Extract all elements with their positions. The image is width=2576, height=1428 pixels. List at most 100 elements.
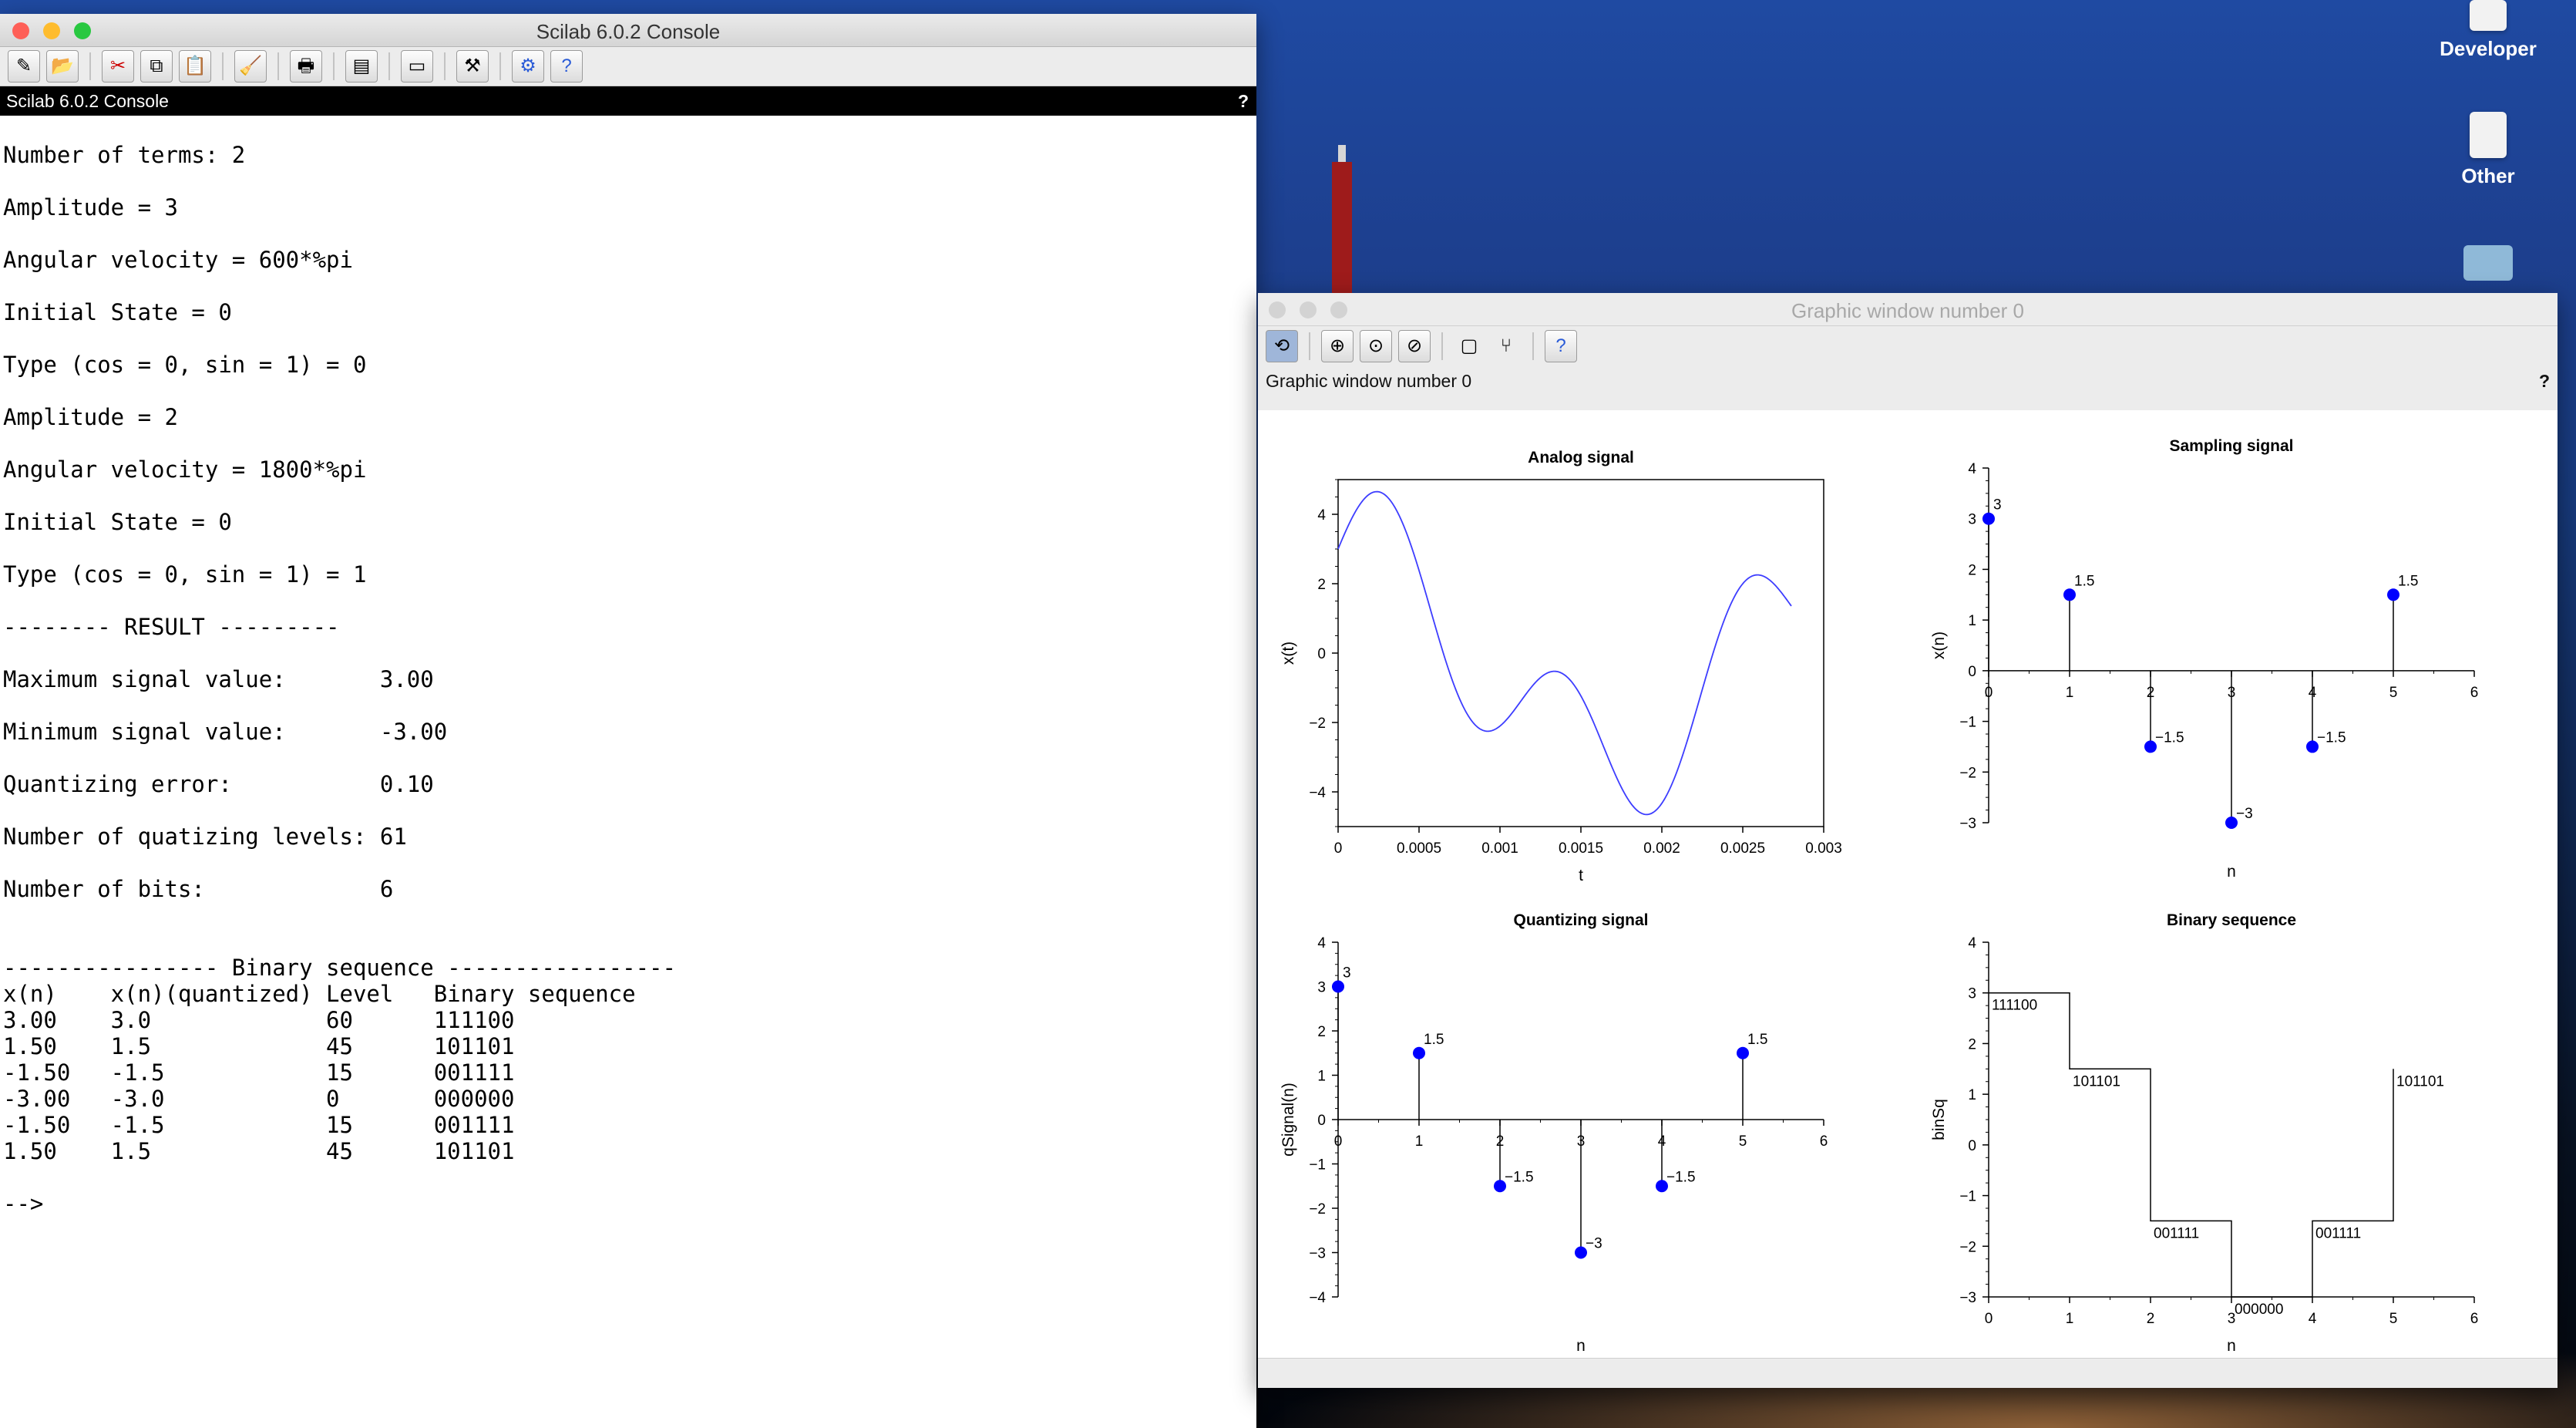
data-label: 3 bbox=[1993, 497, 2002, 514]
axes-box bbox=[1337, 479, 1824, 827]
console-line: Amplitude = 2 bbox=[3, 404, 178, 430]
toolbar-separator bbox=[388, 52, 390, 80]
desktop-folder[interactable] bbox=[2434, 245, 2542, 281]
stem-marker bbox=[1737, 1046, 1749, 1059]
stem-marker bbox=[2225, 817, 2238, 829]
figure-canvas[interactable]: Analog signal t x(t) 4 2 0 −2 −4 0 0.0005 0.001 0.0… bbox=[1258, 410, 2558, 1359]
y-tick-label: 3 bbox=[1968, 512, 1976, 528]
y-tick-label: −2 bbox=[1309, 1201, 1326, 1218]
close-button[interactable] bbox=[12, 22, 29, 39]
y-tick-label: −3 bbox=[1959, 1290, 1976, 1306]
console-line: -1.50 -1.5 15 001111 bbox=[3, 1059, 515, 1086]
rotate-icon[interactable]: ⟲ bbox=[1266, 330, 1298, 362]
console-line: Quantizing error: 0.10 bbox=[3, 771, 434, 797]
file-icon bbox=[2470, 112, 2507, 158]
zoom-reset-icon[interactable]: ⊙ bbox=[1360, 330, 1392, 362]
paste-icon[interactable]: 📋 bbox=[179, 50, 211, 83]
zoom-area-icon[interactable]: ⊘ bbox=[1398, 330, 1431, 362]
toolbar-separator bbox=[277, 52, 279, 80]
toolbar-separator bbox=[1309, 332, 1310, 360]
data-label: 111100 bbox=[1992, 998, 2037, 1014]
zoom-icon[interactable]: ⊕ bbox=[1321, 330, 1354, 362]
x-tick-label: 0.002 bbox=[1643, 840, 1680, 857]
desktop-icon-other[interactable]: Other bbox=[2434, 112, 2542, 188]
data-label: 1.5 bbox=[1424, 1032, 1444, 1048]
scinotes-icon[interactable]: ▤ bbox=[345, 50, 378, 83]
toolbar-separator bbox=[1532, 332, 1534, 360]
signal-line bbox=[1337, 490, 1792, 816]
x-tick-label: 0.0015 bbox=[1559, 840, 1603, 857]
y-tick-label: −2 bbox=[1309, 716, 1326, 732]
console-line: ---------------- Binary sequence -------… bbox=[3, 955, 676, 981]
stem-marker bbox=[1982, 512, 1995, 525]
x-tick-label: 0 bbox=[1334, 840, 1343, 857]
datatip-icon[interactable]: ▢ bbox=[1460, 335, 1478, 356]
data-label: −1.5 bbox=[1666, 1169, 1696, 1185]
help-icon[interactable]: ? bbox=[1545, 330, 1577, 362]
console-line: --> bbox=[3, 1191, 44, 1217]
toolbar-separator bbox=[89, 52, 91, 80]
data-label: 3 bbox=[1343, 965, 1351, 982]
y-tick-label: −4 bbox=[1309, 785, 1326, 801]
window-title: Scilab 6.0.2 Console bbox=[536, 20, 721, 43]
console-titlebar: Scilab 6.0.2 Console bbox=[0, 14, 1256, 47]
console-line: Initial State = 0 bbox=[3, 299, 232, 325]
tools-icon[interactable]: ⚒ bbox=[456, 50, 489, 83]
toolbar-separator bbox=[444, 52, 446, 80]
step-line bbox=[1989, 992, 2394, 1298]
close-button[interactable] bbox=[1269, 301, 1286, 318]
cut-icon[interactable]: ✂ bbox=[102, 50, 134, 83]
x-tick-label: 6 bbox=[2470, 1311, 2479, 1327]
data-label: −1.5 bbox=[1505, 1169, 1534, 1185]
x-tick-label: 5 bbox=[2389, 1311, 2398, 1327]
data-label: −3 bbox=[1586, 1236, 1602, 1252]
data-label: −1.5 bbox=[2317, 729, 2346, 746]
stem-marker bbox=[1332, 980, 1344, 993]
y-tick-label: −2 bbox=[1959, 1239, 1976, 1255]
data-label: 101101 bbox=[2073, 1073, 2120, 1090]
stem-marker bbox=[1494, 1180, 1506, 1193]
y-tick-label: −1 bbox=[1309, 1157, 1326, 1174]
open-file-icon[interactable]: 📂 bbox=[46, 50, 79, 83]
data-label: 1.5 bbox=[2074, 573, 2094, 589]
console-line: -3.00 -3.0 0 000000 bbox=[3, 1086, 515, 1112]
new-file-icon[interactable]: ✎ bbox=[8, 50, 40, 83]
print-icon[interactable]: 🖶 bbox=[290, 50, 322, 83]
data-label: −3 bbox=[2236, 806, 2253, 822]
xcos-icon[interactable]: ▭ bbox=[401, 50, 433, 83]
toolbar-separator bbox=[499, 52, 501, 80]
clear-console-icon[interactable]: 🧹 bbox=[234, 50, 267, 83]
console-window: Scilab 6.0.2 Console ✎ 📂 ✂ ⧉ 📋 🧹 🖶 ▤ ▭ ⚒… bbox=[0, 14, 1256, 1428]
x-tick-label: 0 bbox=[1334, 1133, 1343, 1150]
console-output[interactable]: Number of terms: 2 Amplitude = 3 Angular… bbox=[0, 116, 1256, 1428]
y-tick-label: 4 bbox=[1968, 935, 1976, 951]
help-icon[interactable]: ? bbox=[550, 50, 583, 83]
y-tick-label: 1 bbox=[1968, 1087, 1976, 1103]
graphic-titlebar: Graphic window number 0 bbox=[1258, 293, 2558, 326]
console-line: 3.00 3.0 60 111100 bbox=[3, 1007, 515, 1033]
data-label: 001111 bbox=[2154, 1225, 2199, 1241]
x-tick-label: 4 bbox=[2309, 1311, 2317, 1327]
minimize-button[interactable] bbox=[43, 22, 60, 39]
zoom-button[interactable] bbox=[1330, 301, 1347, 318]
panel-help-icon[interactable]: ? bbox=[1237, 91, 1249, 111]
zoom-button[interactable] bbox=[74, 22, 91, 39]
console-line: -------- RESULT --------- bbox=[3, 614, 340, 640]
data-label: 1.5 bbox=[1747, 1032, 1767, 1048]
desktop-icon-developer[interactable]: Developer bbox=[2434, 0, 2542, 61]
x-tick-label: 3 bbox=[2228, 1311, 2236, 1327]
y-tick-label: 2 bbox=[1968, 1036, 1976, 1052]
stem-marker bbox=[2306, 740, 2319, 753]
data-label: 101101 bbox=[2396, 1073, 2444, 1090]
desktop-icon-label: Other bbox=[2461, 164, 2515, 187]
console-line: Angular velocity = 600*%pi bbox=[3, 247, 353, 273]
desktop-icon-label: Developer bbox=[2440, 37, 2537, 60]
minimize-button[interactable] bbox=[1300, 301, 1317, 318]
data-label: 000000 bbox=[2235, 1302, 2283, 1318]
window-title: Graphic window number 0 bbox=[1791, 299, 2025, 322]
copy-icon[interactable]: ⧉ bbox=[140, 50, 173, 83]
editor-icon[interactable]: ⑂ bbox=[1500, 335, 1512, 356]
preferences-icon[interactable]: ⚙ bbox=[512, 50, 544, 83]
console-toolbar: ✎ 📂 ✂ ⧉ 📋 🧹 🖶 ▤ ▭ ⚒ ⚙ ? bbox=[0, 47, 1256, 86]
panel-help-icon[interactable]: ? bbox=[2538, 371, 2550, 391]
